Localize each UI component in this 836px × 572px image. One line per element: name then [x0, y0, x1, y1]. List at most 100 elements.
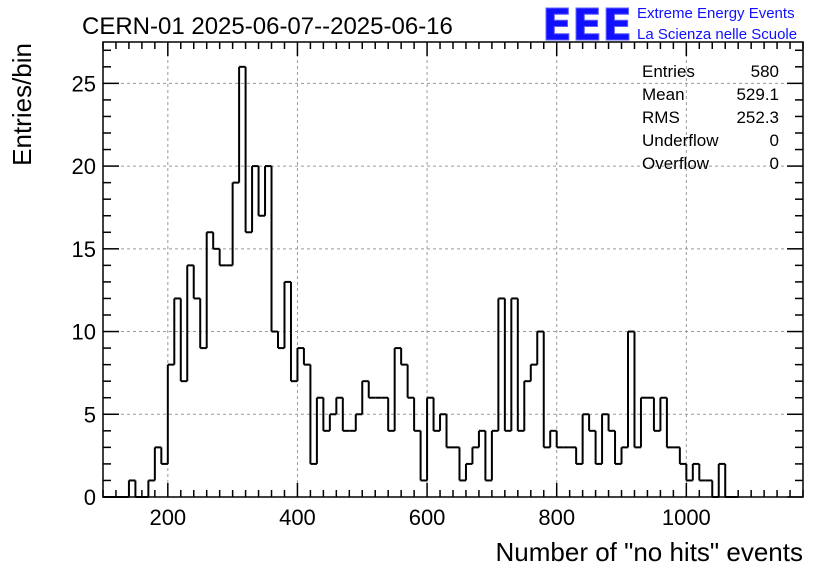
histogram-bin: [296, 347, 304, 382]
histogram-bin: [257, 166, 266, 217]
histogram-bin: [426, 396, 434, 481]
stat-label-underflow: Underflow: [642, 131, 719, 150]
histogram-bin: [212, 232, 220, 250]
histogram-bin: [160, 447, 168, 465]
histogram-bars: [103, 65, 739, 498]
histogram-bin: [497, 297, 505, 431]
histogram-bin: [575, 447, 583, 465]
histogram-bin: [542, 331, 551, 449]
axes: 200 400 600 800 1000 0 5 10 15 20 25: [72, 41, 804, 530]
histogram-bin: [309, 364, 317, 465]
histogram-bin: [627, 330, 635, 448]
stat-label-overflow: Overflow: [642, 154, 710, 173]
histogram-bin: [439, 413, 447, 431]
histogram-bin: [724, 463, 732, 498]
histogram-bin: [205, 231, 214, 349]
histogram-bin: [270, 166, 278, 333]
histogram-bin: [549, 429, 557, 448]
histogram-bin: [199, 298, 207, 350]
x-tick-label: 800: [538, 505, 575, 530]
histogram-bin: [166, 363, 175, 464]
histogram-bin: [419, 430, 428, 482]
stats-box: Entries 580 Mean 529.1 RMS 252.3 Underfl…: [642, 62, 779, 173]
histogram-bin: [218, 248, 227, 267]
x-axis-title: Number of "no hits" events: [496, 537, 804, 567]
histogram-bin: [315, 396, 324, 464]
histogram-bin: [484, 430, 492, 482]
histogram-bin: [302, 348, 311, 366]
histogram-bin: [147, 479, 155, 497]
stat-value-underflow: 0: [770, 131, 779, 150]
histogram-bin: [186, 264, 194, 382]
histogram-bin: [400, 348, 408, 366]
histogram-bin: [620, 446, 628, 464]
histogram-bin: [238, 65, 246, 183]
histogram-bin: [659, 396, 667, 431]
histogram-bin: [393, 347, 402, 431]
histogram-bin: [516, 298, 525, 432]
stat-label-entries: Entries: [642, 62, 695, 81]
histogram-bin: [322, 397, 330, 432]
grid: [103, 42, 803, 497]
stat-value-entries: 580: [751, 62, 779, 81]
histogram-bin: [523, 380, 531, 431]
histogram-bin: [179, 298, 188, 383]
histogram-bin: [367, 381, 376, 399]
histogram-bin: [231, 181, 240, 266]
histogram-bin: [432, 397, 441, 432]
stat-label-mean: Mean: [642, 85, 685, 104]
histogram-bin: [698, 463, 706, 482]
histogram-bin: [581, 413, 590, 464]
x-tick-label: 400: [279, 505, 316, 530]
histogram-bin: [134, 480, 142, 498]
histogram-bin: [691, 462, 700, 481]
histogram-bin: [588, 414, 596, 432]
logo-line-2: La Scienza nelle Scuole: [637, 26, 797, 43]
histogram-bin: [354, 413, 363, 431]
histogram-bin: [244, 66, 253, 234]
histogram-bin: [328, 413, 337, 431]
histogram-bin: [471, 446, 479, 464]
y-tick-label: 0: [84, 485, 96, 510]
chart-title: CERN-01 2025-06-07--2025-06-16: [82, 13, 453, 40]
x-tick-label: 600: [409, 505, 446, 530]
histogram-bin: [717, 462, 726, 497]
stat-value-rms: 252.3: [736, 108, 779, 127]
histogram-bin: [594, 430, 603, 465]
histogram-bin: [464, 462, 473, 481]
histogram-bin: [665, 397, 674, 449]
y-tick-label: 15: [72, 237, 96, 262]
histogram-bin: [283, 280, 291, 349]
y-tick-label: 5: [84, 402, 96, 427]
y-tick-label: 25: [72, 71, 96, 96]
histogram-bin: [678, 447, 687, 465]
histogram-bin: [614, 430, 622, 465]
histogram-bin: [639, 396, 648, 448]
plot-frame: [102, 41, 804, 498]
histogram-bin: [387, 397, 395, 432]
histogram-bin: [192, 265, 201, 300]
logo-line-1: Extreme Energy Events: [637, 5, 795, 22]
x-tick-label: 200: [149, 505, 186, 530]
histogram-bin: [251, 165, 259, 233]
histogram-bin: [445, 414, 453, 449]
y-axis-title: Entries/bin: [7, 43, 37, 166]
histogram-bin: [153, 446, 162, 481]
histogram-bin: [652, 397, 661, 432]
histogram-bin: [335, 396, 343, 415]
histogram-bin: [413, 397, 421, 432]
histogram-bin: [510, 297, 518, 431]
y-tick-label: 20: [72, 154, 96, 179]
stat-label-rms: RMS: [642, 108, 680, 127]
stat-value-overflow: 0: [770, 154, 779, 173]
histogram-bin: [607, 414, 616, 432]
histogram-bin: [601, 413, 609, 464]
x-tick-label: 1000: [662, 505, 711, 530]
histogram-bin: [341, 397, 350, 432]
histogram-bin: [477, 429, 486, 448]
histogram-bin: [555, 430, 564, 449]
histogram-bin: [503, 298, 512, 432]
histogram-bin: [529, 363, 538, 382]
histogram-bin: [361, 380, 369, 415]
histogram-bin: [173, 297, 181, 365]
